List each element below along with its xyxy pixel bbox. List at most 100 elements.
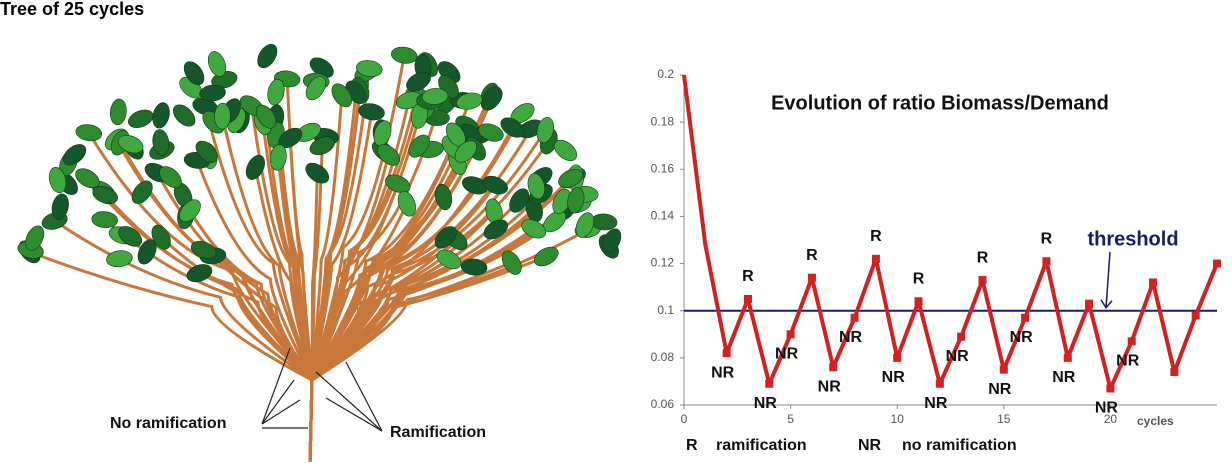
branch [308, 228, 589, 463]
point [1085, 299, 1094, 308]
y-tick-label: 0.12 [651, 256, 675, 270]
x-tick-label: 20 [1104, 412, 1118, 426]
key-meaning: ramification [716, 437, 807, 454]
point-label: R [742, 268, 754, 285]
leaf [460, 258, 488, 276]
leaf [109, 98, 127, 126]
leaf [575, 212, 595, 238]
point-label: NR [988, 381, 1012, 398]
leaf [567, 187, 585, 214]
leaf [195, 140, 218, 163]
point [1213, 259, 1221, 268]
point [829, 363, 838, 372]
leaf [255, 104, 277, 129]
leaf [152, 102, 170, 129]
point [722, 349, 731, 358]
leaf [305, 162, 330, 184]
y-tick-label: 0.06 [651, 397, 675, 411]
leaf [373, 120, 392, 147]
y-tick-label: 0.1 [657, 303, 674, 317]
point [999, 365, 1008, 374]
point [1063, 353, 1072, 362]
point-label: NR [839, 329, 863, 346]
branch [308, 100, 471, 463]
point [743, 294, 752, 303]
point [850, 313, 859, 322]
branch [169, 176, 314, 463]
illustration-title: Tree of 25 cycles [0, 0, 144, 19]
leaf [128, 109, 154, 128]
leaf [257, 43, 278, 69]
point [935, 379, 944, 388]
annotation: No ramification [110, 415, 226, 432]
annotation: Ramification [390, 424, 486, 441]
leaf [183, 61, 205, 86]
leaf [190, 240, 217, 260]
leaf [51, 193, 69, 220]
point [765, 379, 774, 388]
leaf [309, 136, 335, 156]
point-label: NR [1095, 400, 1119, 417]
leaf [481, 86, 502, 111]
leaf [501, 250, 522, 275]
leaf [117, 135, 144, 154]
y-tick-label: 0.14 [651, 209, 675, 223]
leaf [137, 239, 157, 265]
y-tick-label: 0.16 [651, 161, 675, 175]
leaf [75, 168, 100, 189]
point-label: NR [924, 395, 948, 412]
annotation-lines [261, 347, 383, 432]
branch [308, 145, 324, 463]
branch [87, 131, 314, 463]
point [1106, 384, 1115, 393]
point [1127, 337, 1136, 346]
leaf [434, 183, 453, 211]
leaf [533, 246, 559, 267]
leaf [179, 199, 201, 223]
point [914, 297, 923, 306]
leaf [454, 140, 477, 163]
point-label: NR [775, 346, 799, 363]
point-label: NR [1116, 353, 1140, 370]
point-label: NR [1010, 329, 1034, 346]
leaf [500, 117, 525, 138]
leaf [151, 224, 171, 250]
leaf [214, 102, 231, 130]
leaf [106, 250, 133, 268]
leaf [482, 175, 508, 195]
branch [308, 68, 371, 463]
chart-title: Evolution of ratio Biomass/Demand [771, 92, 1109, 114]
point-label: R [913, 271, 925, 288]
y-tick-label: 0.08 [651, 350, 675, 364]
branch [274, 92, 314, 463]
leaf [331, 83, 353, 108]
chart: 0.06 0.08 0.1 0.12 0.14 0.16 0.18 0.2 0 5 10 15 20 cy… [651, 67, 1221, 454]
point-label: R [977, 249, 989, 266]
leaf [434, 226, 457, 249]
point [1149, 278, 1158, 287]
threshold-label: threshold [1087, 228, 1178, 250]
point [807, 273, 816, 282]
branch [308, 66, 425, 463]
key-symbol: R [686, 437, 698, 454]
threshold-arrow [1100, 251, 1113, 309]
leaf [385, 174, 411, 194]
leaf [245, 154, 265, 180]
leaf [391, 46, 418, 64]
leaf [199, 84, 226, 102]
point-label: R [870, 228, 882, 245]
leaf [478, 123, 504, 142]
leaf [377, 144, 400, 166]
branch [28, 250, 314, 463]
leaf [305, 76, 327, 101]
leaf [397, 190, 416, 217]
point-label: NR [711, 364, 735, 381]
leaf [558, 168, 584, 188]
y-tick-label: 0.2 [657, 67, 674, 81]
x-tick-label: 10 [891, 412, 905, 426]
branch [160, 236, 314, 463]
point-label: NR [818, 379, 842, 396]
leaf [207, 51, 227, 77]
branch [86, 177, 314, 463]
branch [308, 199, 577, 463]
